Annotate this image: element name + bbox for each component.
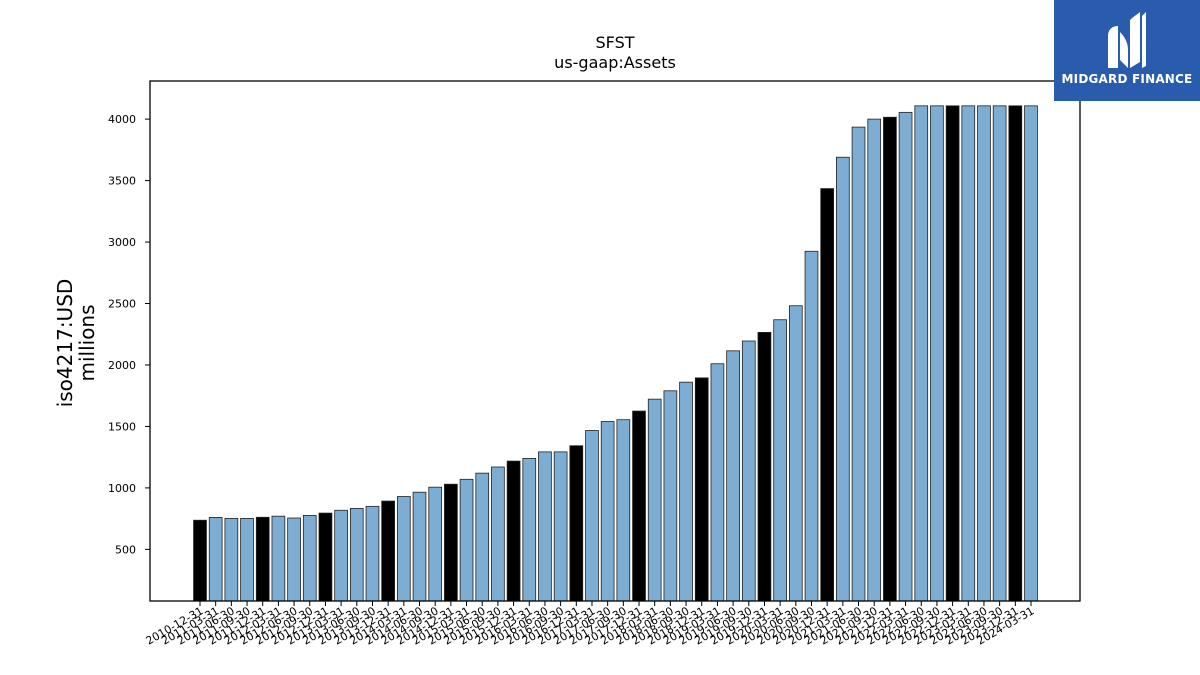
bar-2012-06-30 — [287, 517, 301, 602]
y-tick-label: 500 — [115, 543, 136, 556]
y-axis-label-line2: millions — [75, 304, 99, 381]
y-tick-label: 1500 — [108, 420, 136, 433]
bar-2014-03-31 — [396, 496, 411, 602]
bar-2017-09-30 — [616, 419, 631, 602]
bar-2022-09-30 — [930, 105, 944, 602]
bar-2021-09-30 — [867, 118, 882, 602]
bar-2018-03-31 — [647, 398, 662, 602]
bar-2012-12-31 — [318, 512, 333, 602]
bar-2010-12-31 — [193, 519, 207, 602]
bar-2019-09-30 — [741, 340, 756, 602]
y-axis-label: iso4217:USD millions — [53, 279, 99, 408]
bar-2013-06-30 — [349, 508, 364, 602]
y-tick-label: 2500 — [108, 298, 136, 311]
bar-2013-12-31 — [381, 500, 395, 602]
bar-2023-03-31 — [961, 105, 976, 602]
bar-2011-09-30 — [240, 517, 254, 602]
bar-2019-06-30 — [726, 350, 740, 602]
bar-2016-03-31 — [522, 457, 537, 602]
y-tick-label: 2000 — [108, 359, 136, 372]
bar-2021-06-30 — [851, 126, 866, 602]
bar-2011-12-31 — [255, 516, 270, 602]
brand-logo: MIDGARD FINANCE — [1054, 0, 1200, 101]
bar-2015-12-31 — [506, 460, 521, 602]
bar-2022-03-31 — [898, 111, 913, 602]
plot-frame — [149, 80, 1081, 602]
bar-2020-12-31 — [820, 188, 834, 602]
midgard-logo-icon — [1108, 12, 1146, 68]
bar-2020-03-31 — [773, 319, 787, 602]
bar-2012-03-31 — [271, 515, 286, 602]
bar-2023-09-30 — [992, 105, 1007, 602]
bar-2018-06-30 — [663, 390, 678, 602]
bar-2013-09-30 — [365, 505, 380, 602]
bar-2011-03-31 — [208, 517, 223, 602]
y-tick-label: 3000 — [108, 236, 136, 249]
bar-2019-12-31 — [757, 331, 772, 602]
bar-2016-06-30 — [538, 451, 552, 602]
bar-2022-06-30 — [914, 105, 929, 602]
y-axis-label-line1: iso4217:USD — [53, 279, 77, 408]
bar-2016-09-30 — [553, 451, 568, 602]
bar-2014-09-30 — [428, 486, 443, 602]
bar-2024-03-31 — [1024, 105, 1038, 602]
bar-2014-12-31 — [444, 483, 458, 602]
bar-2018-09-30 — [679, 381, 693, 602]
bar-2019-03-31 — [710, 363, 725, 602]
bar-2015-06-30 — [475, 472, 490, 602]
bar-2015-03-31 — [459, 478, 474, 602]
chart-subtitle: us-gaap:Assets — [554, 53, 676, 72]
bar-2016-12-31 — [569, 445, 584, 602]
bar-2017-03-31 — [585, 430, 599, 602]
bar-2020-09-30 — [804, 250, 819, 602]
bar-2017-12-31 — [632, 410, 646, 602]
bar-2018-12-31 — [694, 377, 709, 602]
bar-2021-12-31 — [883, 116, 897, 602]
bar-2015-09-30 — [491, 466, 505, 602]
bar-2017-06-30 — [600, 421, 615, 602]
bar-2012-09-30 — [302, 515, 317, 602]
bar-2022-12-31 — [945, 105, 960, 602]
bar-2011-06-30 — [224, 517, 239, 602]
chart-title: SFST — [595, 33, 634, 52]
bar-2013-03-31 — [334, 509, 348, 602]
bars-group — [193, 105, 1038, 602]
y-axis-ticks: 500 1000 1500 2000 2500 3000 3500 4000 — [108, 113, 150, 556]
x-axis-ticks: 2010-12-312011-03-312011-06-302011-09-30… — [144, 601, 1037, 648]
bar-2023-06-30 — [977, 105, 991, 602]
y-tick-label: 3500 — [108, 175, 136, 188]
bar-2023-12-31 — [1008, 105, 1023, 602]
bar-2020-06-30 — [788, 305, 803, 602]
logo-text: MIDGARD FINANCE — [1061, 72, 1193, 86]
y-tick-label: 1000 — [108, 482, 136, 495]
bar-2021-03-31 — [836, 156, 850, 602]
bar-2014-06-30 — [412, 491, 427, 602]
y-tick-label: 4000 — [108, 113, 136, 126]
